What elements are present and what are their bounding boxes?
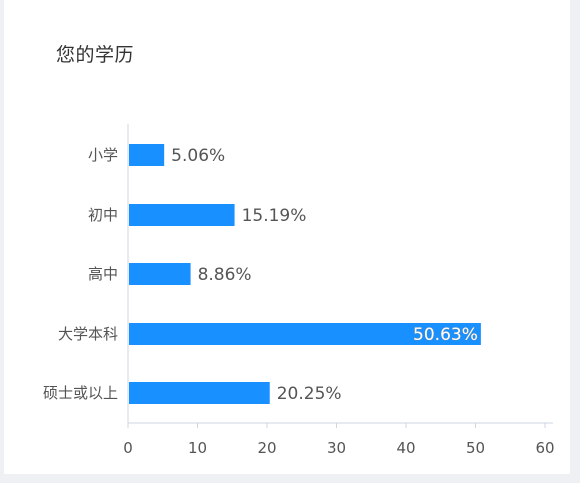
bar-2[interactable] [129,263,191,285]
x-tick-label-40: 40 [396,439,415,457]
category-label-3: 大学本科 [58,325,118,343]
value-label-2: 8.86% [198,265,252,285]
bar-4[interactable] [129,382,270,404]
x-tick-label-30: 30 [327,439,346,457]
x-tick-label-60: 60 [535,439,554,457]
value-label-4: 20.25% [277,384,342,404]
category-label-2: 高中 [88,265,118,283]
value-label-1: 15.19% [242,206,307,226]
x-tick-label-50: 50 [466,439,485,457]
category-label-1: 初中 [88,206,118,224]
x-tick-label-0: 0 [123,439,133,457]
value-label-3: 50.63% [413,325,478,345]
category-label-4: 硕士或以上 [43,384,118,402]
chart-card: 您的学历 [4,0,570,474]
bar-3[interactable] [129,323,481,345]
x-tick-label-10: 10 [188,439,207,457]
chart-title: 您的学历 [56,44,135,66]
value-label-0: 5.06% [171,146,225,166]
bar-0[interactable] [129,144,165,166]
category-label-0: 小学 [88,146,118,164]
bar-1[interactable] [129,204,235,226]
x-tick-label-20: 20 [257,439,276,457]
